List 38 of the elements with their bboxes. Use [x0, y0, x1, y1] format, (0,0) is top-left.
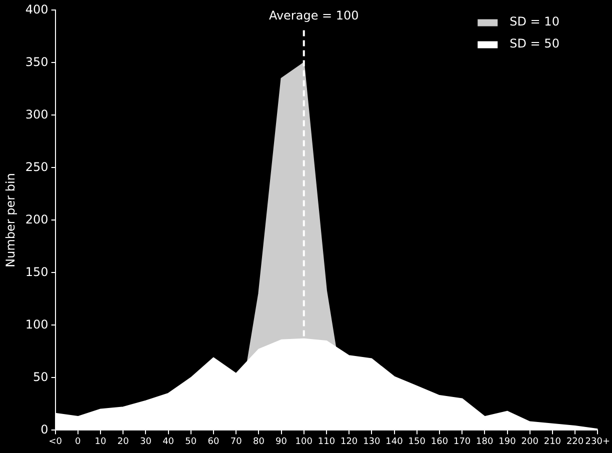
x-tick-label: 60	[208, 436, 220, 447]
x-tick-label: 40	[162, 436, 174, 447]
x-tick-label: 200	[521, 436, 539, 447]
x-tick-label: <0	[48, 436, 62, 447]
x-tick-label: 30	[140, 436, 152, 447]
x-tick-label: 20	[117, 436, 130, 447]
ref-line-label: Average = 100	[268, 8, 359, 22]
x-tick-label: 70	[230, 436, 242, 447]
y-tick-label: 250	[25, 160, 48, 174]
y-tick-label: 50	[33, 370, 48, 384]
x-tick-label: 100	[295, 436, 313, 447]
x-tick-label: 50	[185, 436, 197, 447]
x-tick-label: 120	[340, 436, 358, 447]
x-tick-label: 180	[476, 436, 494, 447]
y-tick-label: 400	[25, 2, 48, 16]
y-tick-label: 300	[25, 107, 48, 122]
y-tick-label: 100	[25, 317, 48, 332]
x-tick-label: 0	[75, 436, 82, 447]
x-tick-label: 160	[430, 436, 448, 447]
x-tick-label: 80	[252, 436, 265, 447]
legend-label: SD = 50	[510, 36, 560, 50]
x-tick-label: 130	[363, 436, 381, 447]
x-tick-label: 140	[386, 436, 404, 447]
x-tick-label: 110	[318, 436, 336, 447]
y-tick-label: 0	[40, 422, 48, 436]
y-axis-title: Number per bin	[3, 173, 18, 268]
x-tick-label: 210	[544, 436, 562, 447]
x-tick-label: 90	[276, 436, 288, 447]
legend-label: SD = 10	[510, 14, 560, 28]
x-tick-label: 10	[94, 436, 106, 447]
x-tick-label: 150	[408, 436, 426, 447]
x-tick-label: 230+	[585, 436, 610, 447]
x-tick-label: 170	[453, 436, 471, 447]
x-tick-label: 190	[498, 436, 516, 447]
y-tick-label: 200	[25, 212, 48, 226]
y-tick-label: 350	[25, 54, 48, 69]
y-tick-label: 150	[25, 264, 48, 279]
x-tick-label: 220	[566, 436, 584, 447]
